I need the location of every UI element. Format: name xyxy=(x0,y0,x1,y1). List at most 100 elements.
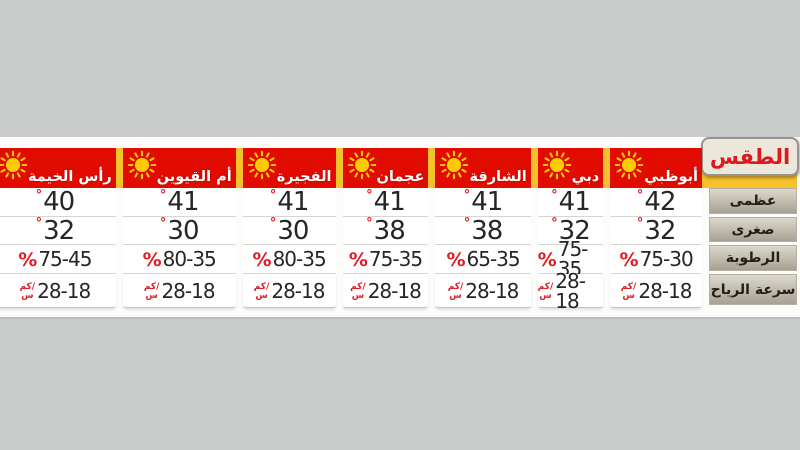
degree-symbol: ° xyxy=(159,216,167,231)
city-name: دبي xyxy=(571,168,600,185)
min-temp-cell: ° 32 xyxy=(0,215,116,246)
city-column-rasalkhaimah: رأس الخيمة ° 40 ° 32 % 75-45 كم/س 28-18 xyxy=(0,148,116,308)
max-temp-value: 40 xyxy=(43,187,75,217)
sun-icon xyxy=(440,150,469,180)
wind-value: 28-18 xyxy=(271,278,325,303)
city-header: أم القيوين xyxy=(122,148,236,188)
humidity-cell: % 80-35 xyxy=(242,245,336,274)
wind-cell: كم/س 28-18 xyxy=(435,274,531,308)
city-name: الفجيرة xyxy=(276,168,332,185)
city-column-sharjah: الشارقة ° 41 ° 38 % 65-35 كم/س 28-18 xyxy=(435,148,531,308)
city-header: أبوظبي xyxy=(610,148,702,188)
city-header: رأس الخيمة xyxy=(0,148,116,188)
city-name: رأس الخيمة xyxy=(28,168,112,185)
wind-unit-label: كم/س xyxy=(253,281,270,301)
min-temp-value: 38 xyxy=(471,215,503,246)
degree-symbol: ° xyxy=(636,187,644,203)
percent-symbol: % xyxy=(619,249,639,271)
city-name: أبوظبي xyxy=(644,168,698,185)
min-temp-cell: ° 30 xyxy=(122,215,236,246)
percent-symbol: % xyxy=(18,249,38,271)
wind-value: 28-18 xyxy=(638,278,692,303)
row-label-min: صغرى xyxy=(709,217,797,242)
humidity-cell: % 75-30 xyxy=(610,245,702,274)
min-temp-cell: ° 38 xyxy=(342,215,429,246)
degree-symbol: ° xyxy=(269,187,277,203)
city-column-abudhabi: أبوظبي ° 42 ° 32 % 75-30 كم/س 28-18 xyxy=(610,148,702,308)
max-temp-value: 41 xyxy=(558,187,591,217)
city-name: عجمان xyxy=(376,168,425,185)
row-label-humidity: الرطوبة xyxy=(709,245,797,271)
wind-cell: كم/س 28-18 xyxy=(122,274,236,308)
min-temp-value: 32 xyxy=(43,215,75,246)
wind-value: 28-18 xyxy=(37,278,91,303)
max-temp-cell: ° 41 xyxy=(435,187,531,217)
max-temp-cell: ° 41 xyxy=(242,187,336,217)
wind-unit-label: كم/س xyxy=(537,281,554,301)
wind-unit-label: كم/س xyxy=(620,281,637,301)
wind-value: 28-18 xyxy=(555,268,586,313)
weather-table: الطقس عظمى صغرى الرطوبة سرعة الرياح أبوظ… xyxy=(0,137,799,313)
degree-symbol: ° xyxy=(551,216,558,231)
max-temp-cell: ° 41 xyxy=(122,188,236,217)
percent-symbol: % xyxy=(537,249,557,271)
wind-value: 28-18 xyxy=(161,278,215,303)
row-label-max: عظمى xyxy=(709,188,797,214)
humidity-cell: % 75-35 xyxy=(342,245,429,274)
row-labels-column: الطقس عظمى صغرى الرطوبة سرعة الرياح xyxy=(701,137,799,308)
percent-symbol: % xyxy=(252,249,272,271)
humidity-value: 80-35 xyxy=(272,247,327,271)
sun-icon xyxy=(0,150,28,180)
wind-value: 28-18 xyxy=(465,278,519,303)
humidity-cell: % 65-35 xyxy=(435,245,531,274)
max-temp-value: 41 xyxy=(373,187,406,217)
city-column-dubai: دبي ° 41 ° 32 % 75-35 كم/س 28-18 xyxy=(537,148,604,313)
wind-cell: كم/س 28-18 xyxy=(537,268,604,313)
city-header: الفجيرة xyxy=(242,148,336,188)
city-name: الشارقة xyxy=(469,168,527,185)
degree-symbol: ° xyxy=(35,187,43,203)
page-title: الطقس xyxy=(709,144,791,169)
max-temp-cell: ° 42 xyxy=(610,188,702,217)
degree-symbol: ° xyxy=(269,216,277,231)
humidity-cell: % 75-45 xyxy=(0,245,116,274)
min-temp-value: 30 xyxy=(277,215,309,246)
sun-icon xyxy=(542,150,571,180)
weather-title-tab: الطقس xyxy=(701,137,799,176)
humidity-value: 80-35 xyxy=(162,247,217,271)
degree-symbol: ° xyxy=(636,216,644,231)
min-temp-value: 30 xyxy=(167,215,199,246)
min-temp-cell: ° 32 xyxy=(610,215,702,246)
city-header: عجمان xyxy=(342,148,429,188)
min-temp-value: 38 xyxy=(373,215,406,246)
degree-symbol: ° xyxy=(463,216,471,231)
min-temp-cell: ° 32 xyxy=(537,216,604,245)
max-temp-value: 41 xyxy=(471,187,503,217)
humidity-cell: % 80-35 xyxy=(122,245,236,274)
degree-symbol: ° xyxy=(366,187,373,203)
wind-unit-label: كم/س xyxy=(19,281,36,301)
city-header: دبي xyxy=(537,148,604,188)
wind-value: 28-18 xyxy=(367,278,422,303)
degree-symbol: ° xyxy=(551,187,558,203)
city-column-ajman: عجمان ° 41 ° 38 % 75-35 كم/س 28-18 xyxy=(342,148,429,308)
humidity-value: 65-35 xyxy=(466,247,521,271)
wind-cell: كم/س 28-18 xyxy=(342,274,429,308)
wind-unit-label: كم/س xyxy=(143,281,160,301)
degree-symbol: ° xyxy=(463,187,471,203)
city-column-fujairah: الفجيرة ° 41 ° 30 % 80-35 كم/س 28-18 xyxy=(242,148,336,308)
wind-unit-label: كم/س xyxy=(350,281,366,301)
degree-symbol: ° xyxy=(366,216,373,231)
wind-cell: كم/س 28-18 xyxy=(242,274,336,308)
humidity-value: 75-45 xyxy=(38,247,92,271)
city-column-ummalquwain: أم القيوين ° 41 ° 30 % 80-35 كم/س 28-18 xyxy=(122,148,236,308)
sun-icon xyxy=(127,150,156,180)
wind-cell: كم/س 28-18 xyxy=(0,274,116,308)
max-temp-value: 41 xyxy=(277,187,309,217)
percent-symbol: % xyxy=(348,249,368,271)
max-temp-value: 42 xyxy=(644,187,676,217)
row-label-wind: سرعة الرياح xyxy=(709,274,797,305)
sun-icon xyxy=(614,150,644,180)
min-temp-value: 32 xyxy=(644,215,676,246)
